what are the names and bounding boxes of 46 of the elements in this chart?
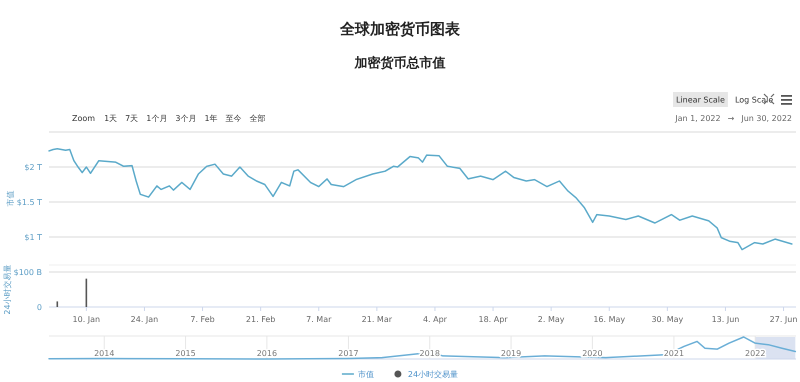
chart-subtitle: 加密货币总市值 <box>354 55 446 71</box>
text: Jun 30, 2022 <box>740 114 792 123</box>
text: 3个月 <box>175 114 196 123</box>
x-tick-label: 2022 <box>745 349 766 358</box>
x-tick-label: 18. Apr <box>478 315 508 324</box>
x-tick-label: 10. Jan <box>72 315 100 324</box>
x-tick-label: 2016 <box>256 349 278 358</box>
text: 1个月 <box>146 114 168 123</box>
y-tick-label: $2 T <box>24 163 42 172</box>
x-tick-label: 21. Feb <box>246 315 276 324</box>
x-tick-label: 27. Jun <box>770 315 798 324</box>
text: → <box>728 114 735 123</box>
y-axis-title: 市值 <box>6 190 15 206</box>
text: Jan 1, 2022 <box>674 114 721 123</box>
text: 1年 <box>204 114 218 123</box>
x-tick-label: 2. May <box>538 315 565 324</box>
x-tick-label: 13. Jun <box>712 315 740 324</box>
x-tick-label: 2014 <box>94 349 114 358</box>
y-axis-title: 24小时交易量 <box>3 264 12 315</box>
x-tick-label: 7. Feb <box>190 315 215 324</box>
line-series <box>48 148 793 250</box>
text: 全部 <box>250 114 266 123</box>
y-tick-label: $100 B <box>14 268 42 277</box>
x-tick-label: 2015 <box>175 349 196 358</box>
text: Zoom <box>72 114 96 123</box>
text: 1天 <box>104 114 118 123</box>
x-tick-label: 21. Mar <box>362 315 393 324</box>
x-tick-label: 24. Jan <box>130 315 158 324</box>
x-tick-label: 2019 <box>500 349 522 358</box>
x-tick-label: 16. May <box>593 315 626 324</box>
text: 7天 <box>125 114 138 123</box>
y-tick-label: 0 <box>36 303 42 312</box>
x-tick-label: 2020 <box>582 349 603 358</box>
x-tick-label: 7. Mar <box>306 315 332 324</box>
legend-label: 24小时交易量 <box>408 370 458 379</box>
text: 至今 <box>226 114 242 123</box>
legend-label: 市值 <box>358 370 374 379</box>
text: Linear Scale <box>676 96 726 104</box>
x-tick-label: 30. May <box>651 315 684 324</box>
x-tick-label: 2021 <box>664 349 684 358</box>
text: Log Scale <box>734 96 774 104</box>
y-tick-label: $1.5 T <box>16 198 42 207</box>
chart-title: 全球加密货币图表 <box>339 20 461 38</box>
x-tick-label: 4. Apr <box>422 315 448 324</box>
y-tick-label: $1 T <box>24 233 42 242</box>
x-tick-label: 2017 <box>338 349 359 358</box>
